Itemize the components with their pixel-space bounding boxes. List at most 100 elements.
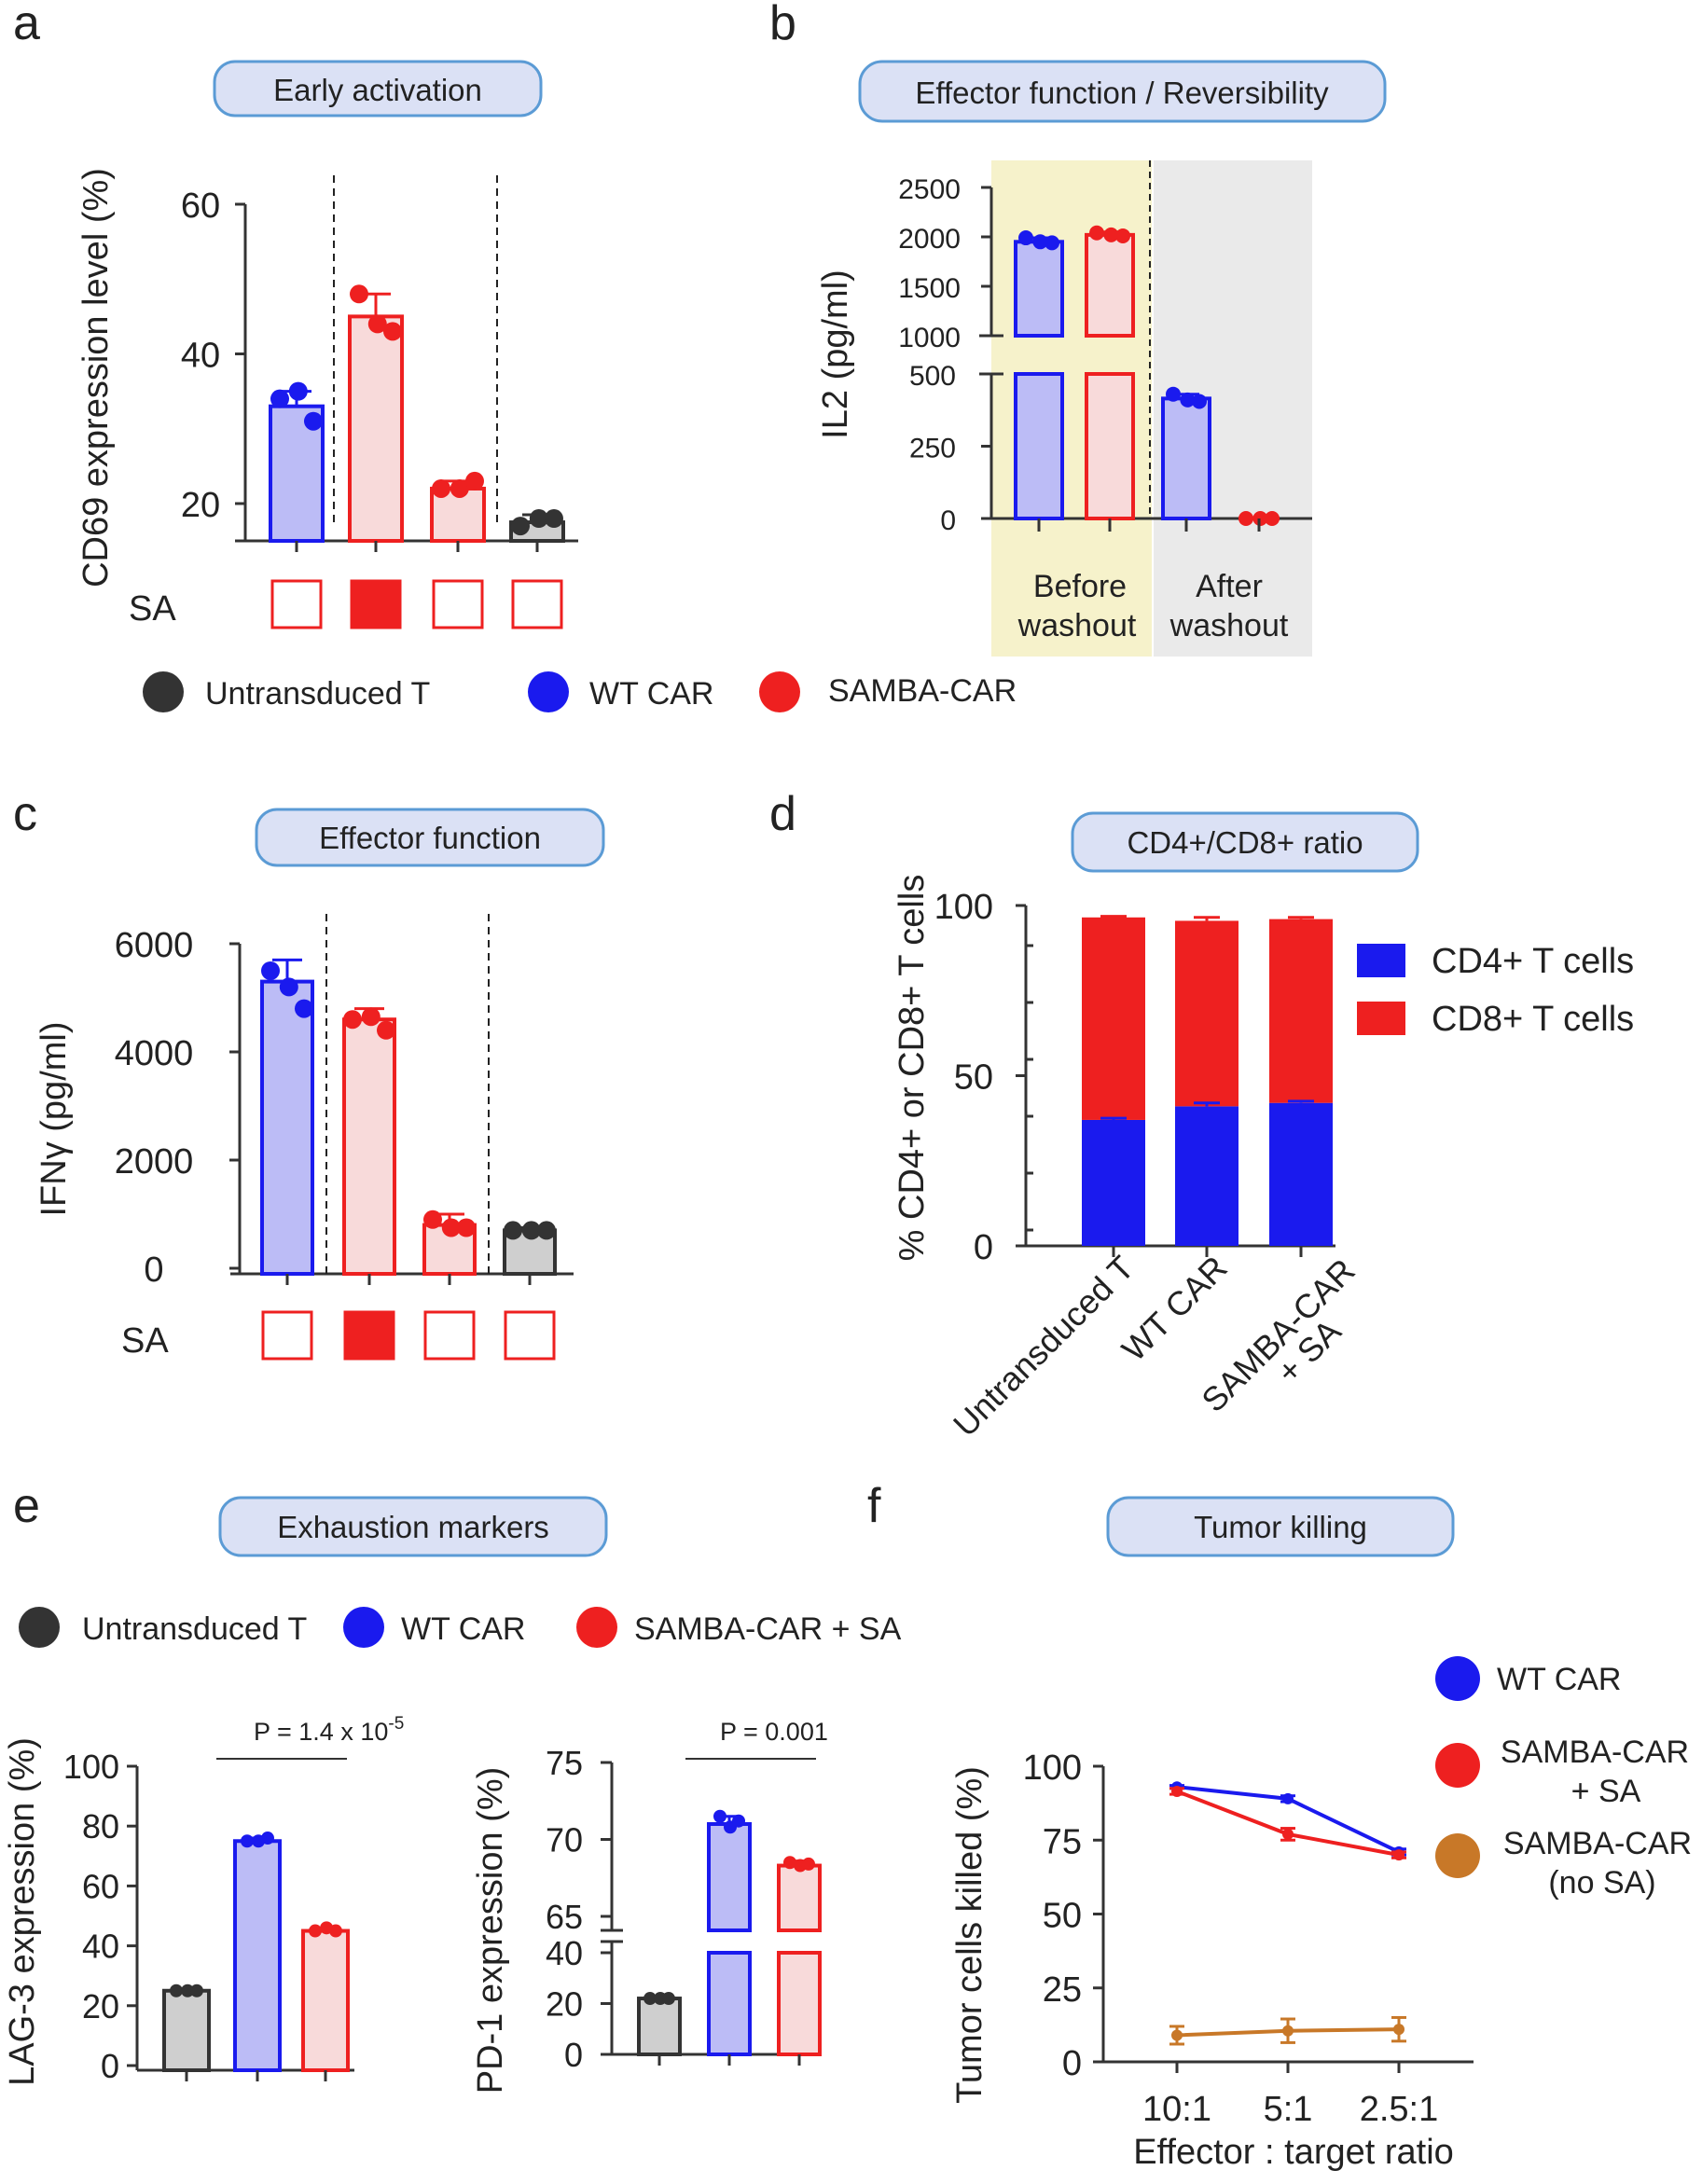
bar-pd1-point: [662, 1992, 675, 2006]
tick-label-b-y: 2000: [898, 224, 961, 255]
legend-ab-untransduced: Untransduced T: [205, 676, 430, 712]
ylabel-d: % CD4+ or CD8+ T cells: [893, 875, 932, 1262]
header-pill-e: Exhaustion markers: [218, 1496, 608, 1557]
tick-label-d-y: 0: [974, 1228, 993, 1267]
bar-lag3-point: [241, 1834, 254, 1848]
bar-a-point: [288, 381, 308, 401]
bar-c-point: [457, 1218, 476, 1237]
line-f-point: [1282, 1828, 1294, 1840]
sa-box-a: [270, 579, 323, 629]
tick-label-pd1-y: 0: [564, 2036, 583, 2074]
bar-pd1-point: [643, 1992, 657, 2006]
legend-f-samba-sa-1: SAMBA-CAR: [1501, 1735, 1689, 1770]
header-pill-b: Effector function / Reversibility: [858, 60, 1387, 123]
bar-pd1: [707, 1951, 752, 2056]
tick-label-f-y: 0: [1062, 2044, 1082, 2083]
legend-d-cd4: CD4+ T cells: [1432, 942, 1634, 981]
bar-b-point: [1265, 511, 1280, 526]
bar-c-point: [521, 1221, 541, 1240]
tick-label-f-y: 25: [1043, 1970, 1082, 2010]
tick-label-f-x: 2.5:1: [1360, 2090, 1439, 2129]
tick-label-a-y: 20: [181, 486, 220, 525]
tick-label-f-y: 100: [1023, 1749, 1082, 1788]
bar-pd1-point: [802, 1857, 815, 1871]
ylabel-a: CD69 expression level (%): [76, 168, 116, 587]
tick-label-c-y: 2000: [115, 1142, 194, 1182]
bar-pd1: [777, 1951, 822, 2056]
ylabel-pd1: PD-1 expression (%): [471, 1767, 510, 2094]
tick-label-b-y: 2500: [898, 174, 961, 205]
tick-label-c-y: 4000: [115, 1034, 194, 1073]
legend-d-swatch-cd4: [1357, 944, 1405, 977]
stack-d-cd4: [1175, 1106, 1238, 1246]
svg-text:P = 1.4 x 10-5: P = 1.4 x 10-5: [254, 1714, 404, 1746]
legend-f-dot-wtcar: [1435, 1656, 1480, 1701]
sa-box-c: [423, 1310, 476, 1361]
legend-e-dot-samba: [576, 1607, 617, 1648]
tick-label-b-y: 0: [940, 505, 956, 536]
legend-f-dot-samba-sa: [1435, 1743, 1480, 1788]
legend-e-wtcar: WT CAR: [401, 1611, 525, 1647]
bar-c: [342, 1017, 396, 1276]
legend-ab-wtcar: WT CAR: [589, 676, 713, 712]
bar-c: [260, 979, 314, 1276]
bar-b-point: [1180, 392, 1196, 408]
sa-box-c: [343, 1310, 395, 1361]
sa-box-a: [511, 579, 563, 629]
bar-a-point: [450, 478, 469, 498]
tick-label-pd1-y: 70: [546, 1821, 583, 1859]
xlabel-f: Effector : target ratio: [1133, 2133, 1454, 2172]
header-pill-d: CD4+/CD8+ ratio: [1071, 811, 1419, 873]
bar-a-point: [304, 411, 323, 431]
header-b: Effector function / Reversibility: [915, 76, 1329, 110]
tick-label-pd1-y: 20: [546, 1985, 583, 2024]
stack-d-cd8: [1175, 920, 1238, 1107]
line-f-point: [1171, 2029, 1183, 2041]
tick-label-b-y: 1500: [898, 273, 961, 304]
bar-a-point: [432, 478, 450, 498]
header-a: Early activation: [273, 73, 482, 107]
bar-pd1-point: [713, 1809, 726, 1823]
bar-lag3-point: [170, 1984, 183, 1997]
legend-d: CD4+ T cells CD8+ T cells: [1357, 942, 1634, 1039]
pvalue-lag3: P = 1.4 x 10-5: [254, 1714, 404, 1746]
bar-b-point: [1032, 234, 1048, 250]
header-e: Exhaustion markers: [277, 1510, 549, 1544]
bar-c-point: [279, 977, 298, 997]
tick-label-f-y: 75: [1043, 1822, 1082, 1861]
legend-e-dot-wtcar: [343, 1607, 384, 1648]
bar-c-point: [537, 1221, 556, 1240]
stack-d-cd4: [1082, 1119, 1145, 1246]
tick-label-f-y: 50: [1043, 1897, 1082, 1936]
bar-b: [1014, 372, 1064, 520]
panel-letter-b: b: [769, 0, 796, 50]
pvalue-lag3-exp: -5: [388, 1714, 404, 1734]
sa-box-a: [432, 579, 484, 629]
sa-label-c: SA: [121, 1321, 169, 1361]
bar-b-point: [1089, 225, 1104, 241]
bar-b: [1014, 240, 1064, 338]
tick-label-d-y: 50: [954, 1058, 993, 1098]
bar-b: [1085, 372, 1135, 520]
bar-c-point: [361, 1007, 381, 1027]
sa-box-c: [504, 1310, 556, 1361]
legend-f-samba-sa-2: + SA: [1571, 1774, 1641, 1809]
panel-letter-c: c: [13, 787, 37, 841]
bar-lag3-point: [329, 1924, 342, 1938]
legend-e: Untransduced T WT CAR SAMBA-CAR + SA: [19, 1607, 902, 1648]
tick-label-lag3-y: 80: [82, 1807, 119, 1845]
bar-lag3-point: [261, 1832, 274, 1845]
xlabel-d-untransduced: Untransduced T: [946, 1249, 1142, 1444]
bar-b-point: [1192, 394, 1207, 409]
bar-c-point: [504, 1221, 522, 1240]
header-pill-a: Early activation: [213, 60, 543, 117]
group-label-after-2: washout: [1169, 608, 1289, 643]
group-label-after-1: After: [1196, 569, 1263, 604]
stack-d-cd4: [1269, 1102, 1333, 1246]
ylabel-c: IFNγ (pg/ml): [35, 1022, 74, 1217]
bar-b: [1161, 396, 1211, 520]
tick-label-f-x: 5:1: [1264, 2090, 1313, 2129]
tick-label-b-y: 1000: [898, 323, 961, 353]
bar-a-point: [367, 314, 387, 334]
